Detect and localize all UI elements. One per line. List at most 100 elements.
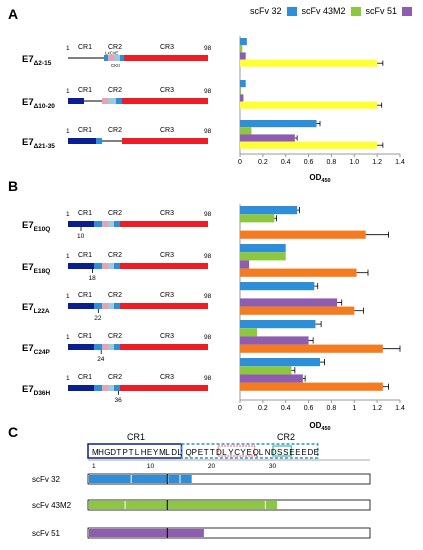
- panel-label-b: B: [8, 178, 19, 194]
- epitope-segment: [265, 501, 278, 509]
- sequence-residue: T: [204, 448, 209, 457]
- sequence-residue: L: [222, 448, 227, 457]
- cr2-label: CR2: [108, 252, 122, 259]
- cr2-label: CR2: [108, 333, 122, 340]
- bar: [240, 230, 366, 239]
- bar: [240, 268, 357, 277]
- construct-start: 1: [66, 88, 70, 95]
- sequence-residue: L: [165, 448, 170, 457]
- epitope-segment: [89, 475, 131, 483]
- sequence-residue: E: [289, 448, 294, 457]
- cr2-segment: [108, 344, 114, 350]
- cr2-label: CR2: [108, 87, 122, 94]
- sequence-residue: S: [277, 448, 282, 457]
- cr3-label: CR3: [160, 292, 174, 299]
- cr2-segment: [108, 98, 116, 104]
- chart-a-tick-label: 0.6: [304, 159, 314, 166]
- cr3-label: CR3: [160, 87, 174, 94]
- bar: [240, 358, 320, 367]
- construct-end: 98: [204, 45, 212, 52]
- panel-label-c: C: [8, 424, 19, 440]
- construct-start: 1: [66, 293, 70, 300]
- cr2-segment: [102, 98, 108, 104]
- cr3-segment: [124, 55, 208, 61]
- bar: [240, 134, 295, 142]
- construct-start: 1: [66, 334, 70, 341]
- cr2-segment: [102, 263, 108, 269]
- sequence-tick: 20: [208, 463, 216, 470]
- cr2-segment: [102, 344, 108, 350]
- cr1-segment: [68, 385, 94, 391]
- legend-label-scfv32: scFv 32: [250, 6, 282, 16]
- cr1-segment: [68, 98, 84, 104]
- chart-a-axis-label: OD450: [309, 173, 330, 184]
- cr1-segment: [68, 138, 96, 144]
- construct-start: 1: [66, 253, 70, 260]
- bar: [240, 38, 247, 46]
- sequence-tick: 10: [147, 463, 155, 470]
- bar: [240, 244, 286, 253]
- epitope-segment: [168, 475, 180, 483]
- cr2-segment: [108, 263, 114, 269]
- chart-a-tick-label: 0: [238, 159, 242, 166]
- bar: [240, 127, 252, 135]
- sequence-residue: Y: [240, 448, 246, 457]
- sequence-residue: G: [104, 448, 110, 457]
- lxcxe-box: [217, 445, 256, 457]
- sequence-residue: T: [129, 448, 134, 457]
- bar: [240, 282, 315, 291]
- cr2-segment: [102, 303, 108, 309]
- bar: [240, 45, 243, 53]
- cr2-segment: [116, 98, 122, 104]
- construct-end: 98: [204, 253, 212, 260]
- cr1-label: CR1: [78, 292, 92, 299]
- construct-end: 98: [204, 375, 212, 382]
- mutation-position: 22: [94, 315, 102, 322]
- cr1-label: CR1: [78, 252, 92, 259]
- chart-a-tick-label: 0.4: [281, 159, 291, 166]
- epitope-track: [87, 473, 371, 485]
- bar: [240, 260, 250, 269]
- sequence-residue: M: [159, 448, 166, 457]
- cr2-label: CR2: [108, 127, 122, 134]
- sequence-residue: D: [171, 448, 177, 457]
- epitope-label: scFv 51: [32, 529, 61, 538]
- sequence-residue: P: [192, 448, 197, 457]
- epitope-segment: [89, 501, 125, 509]
- bar: [240, 141, 378, 149]
- sequence-residue: H: [98, 448, 104, 457]
- epitope-segment: [180, 475, 192, 483]
- bar: [240, 59, 378, 67]
- sequence-residue: L: [259, 448, 264, 457]
- bar: [240, 344, 383, 353]
- cr3-segment: [122, 138, 208, 144]
- cr2-segment: [114, 55, 120, 61]
- sequence-tick: 1: [92, 463, 96, 470]
- cr2-segment: [94, 263, 102, 269]
- cr2-segment: [94, 303, 102, 309]
- legend-label-scfv43m2: scFv 43M2: [301, 6, 346, 16]
- sequence-residue: M: [92, 448, 99, 457]
- cr1-label: CR1: [78, 87, 92, 94]
- ckii-box: [272, 445, 292, 457]
- cr2-segment: [102, 221, 108, 227]
- sequence-residue: Q: [186, 448, 192, 457]
- sequence-residue: D: [110, 448, 116, 457]
- sequence-residue: N: [265, 448, 271, 457]
- chart-b-tick-label: 0.6: [304, 405, 314, 412]
- cr1-title: CR1: [127, 432, 145, 442]
- chart-a-tick-label: 1.4: [395, 159, 405, 166]
- cr2-label: CR2: [108, 44, 122, 51]
- cr1-segment: [68, 344, 94, 350]
- construct-start: 1: [66, 128, 70, 135]
- cr1-label: CR1: [78, 44, 92, 51]
- bar: [240, 80, 246, 88]
- cr1-segment: [68, 303, 94, 309]
- chart-a-tick-label: 0.8: [327, 159, 337, 166]
- cr3-label: CR3: [160, 252, 174, 259]
- sequence-residue: L: [177, 448, 182, 457]
- sequence-residue: E: [314, 448, 319, 457]
- epitope-segment: [89, 529, 204, 537]
- cr1-label: CR1: [78, 210, 92, 217]
